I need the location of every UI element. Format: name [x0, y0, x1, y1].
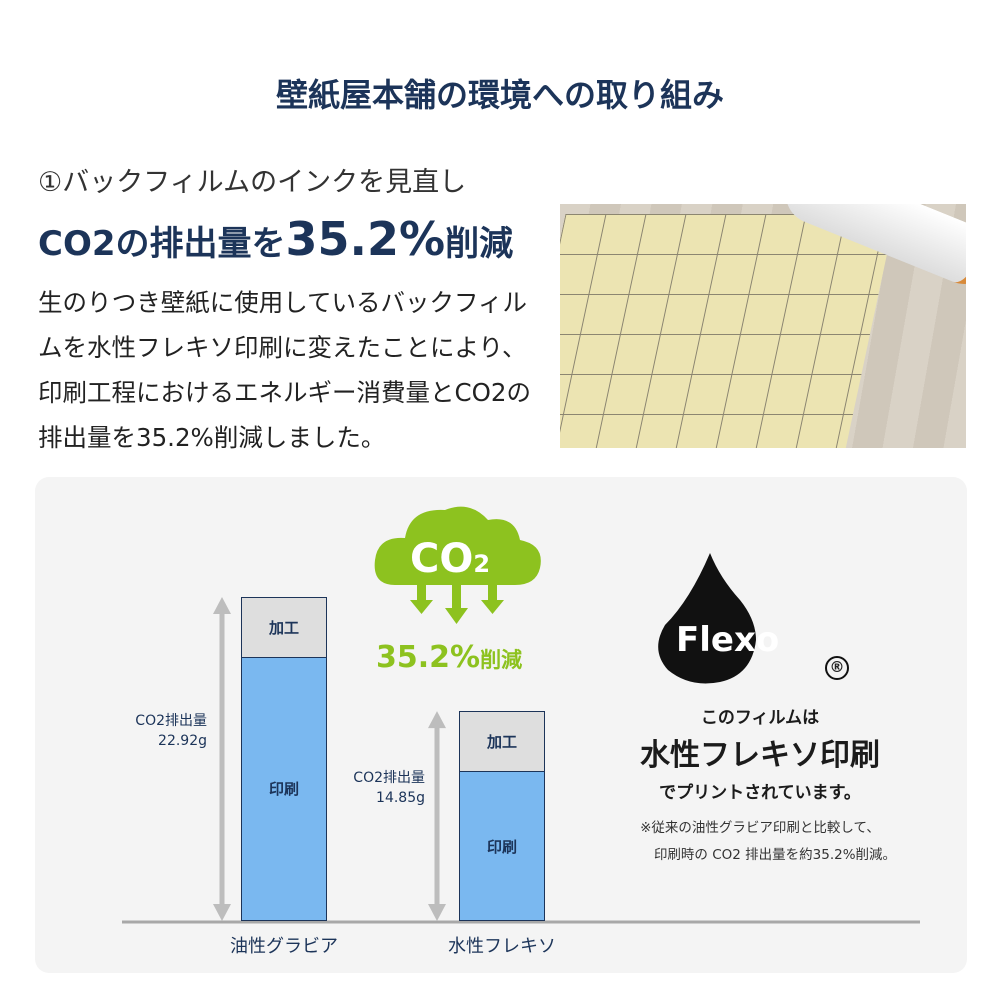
headline-percent: 35.2%: [285, 212, 446, 266]
flexo-line1: このフィルムは: [700, 708, 820, 728]
flexo-logo-text: Flexo: [676, 620, 780, 660]
double-arrow-icon: [428, 711, 446, 921]
category-label: 水性フレキソ: [448, 936, 556, 957]
flexo-note2: 印刷時の CO2 排出量を約35.2%削減。: [653, 847, 897, 863]
page-title: 壁紙屋本舗の環境への取り組み: [275, 76, 724, 114]
co2-cloud-icon: [374, 506, 541, 624]
stacked-bar: 加工 印刷: [459, 711, 545, 921]
flexo-drop-icon: [658, 553, 756, 684]
headline: CO2の排出量を35.2%削減: [38, 212, 513, 266]
product-photo: [560, 204, 966, 448]
bar-segment-printing: 印刷: [242, 657, 326, 920]
headline-post: 削減: [445, 224, 514, 264]
total-label: CO2排出量 14.85g: [353, 770, 425, 807]
reduction-label: 35.2%削減: [376, 640, 523, 675]
bar-segment-processing: 加工: [460, 712, 544, 773]
total-label: CO2排出量 22.92g: [135, 713, 207, 749]
registered-mark-icon: [825, 656, 849, 680]
flexo-note1: ※従来の油性グラビア印刷と比較して、: [640, 820, 880, 836]
flexo-line2: 水性フレキソ印刷: [640, 738, 880, 773]
section-subtitle: ①バックフィルムのインクを見直し: [38, 167, 467, 198]
body-text: 生のりつき壁紙に使用しているバックフィルムを水性フレキソ印刷に変えたことにより、…: [38, 288, 531, 452]
bar-segment-printing: 印刷: [460, 772, 544, 920]
double-arrow-icon: [213, 597, 231, 921]
stacked-bar: 加工 印刷: [241, 597, 327, 921]
flexo-line3: でプリントされています。: [659, 783, 861, 803]
cloud-label: CO2: [410, 536, 491, 582]
headline-pre: CO2の排出量を: [38, 224, 286, 264]
registered-mark: ®: [829, 658, 845, 676]
category-label: 油性グラビア: [230, 936, 338, 957]
bar-segment-processing: 加工: [242, 598, 326, 658]
